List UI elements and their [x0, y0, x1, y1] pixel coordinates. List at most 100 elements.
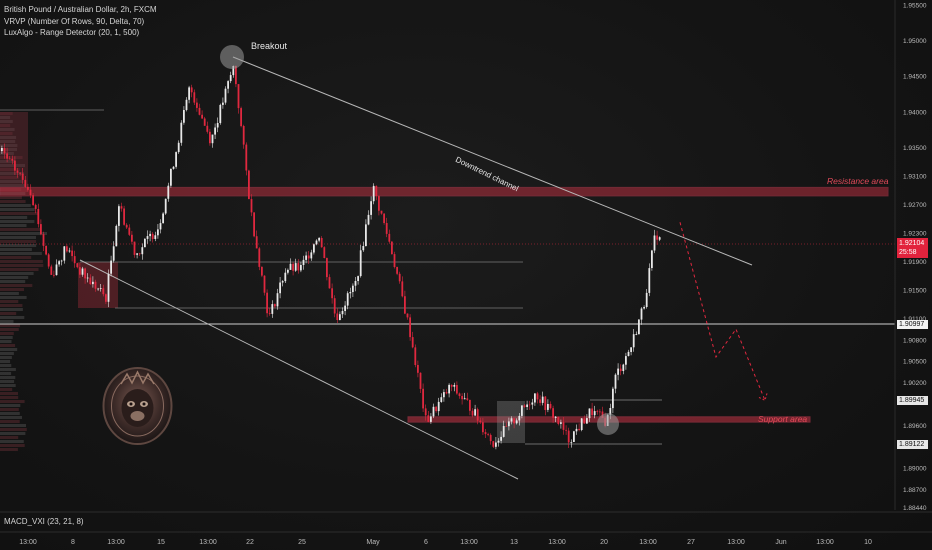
resistance-zone: [0, 186, 889, 197]
candle-body: [37, 209, 40, 225]
candle-body: [614, 374, 617, 389]
volume-profile-bar: [0, 380, 15, 383]
candle-body: [159, 223, 162, 230]
candle-body: [242, 126, 245, 145]
candle-body: [76, 263, 79, 268]
candle-body: [385, 223, 388, 234]
candle-body: [190, 87, 193, 93]
candle-body: [281, 281, 284, 283]
candle-body: [645, 292, 648, 307]
time-axis-tick: 27: [687, 539, 695, 546]
candle-body: [326, 258, 328, 278]
candle-body: [318, 238, 320, 241]
candle-body: [297, 263, 300, 271]
candle-body: [339, 314, 341, 320]
candle-body: [214, 127, 216, 135]
volume-profile-bar: [0, 236, 36, 239]
volume-profile-bar: [0, 336, 13, 339]
candle-body: [632, 334, 635, 348]
price-axis-tick: 1.88440: [903, 505, 927, 512]
candle-body: [271, 304, 274, 314]
candle-body: [177, 142, 180, 153]
candle-body: [544, 396, 547, 410]
candle-body: [206, 125, 209, 132]
candle-body: [313, 244, 315, 253]
price-axis-tick: 1.94000: [903, 109, 927, 116]
candle-body: [432, 406, 435, 417]
candle-body: [287, 269, 289, 273]
volume-profile-bar: [0, 340, 12, 343]
candle-body: [211, 134, 214, 144]
volume-profile-bar: [0, 256, 32, 259]
candle-body: [224, 88, 227, 103]
volume-profile-bar: [0, 180, 24, 183]
volume-profile-bar: [0, 388, 13, 391]
candle-body: [567, 430, 570, 443]
volume-profile-bar: [0, 400, 25, 403]
candle-body: [198, 107, 201, 115]
indicator-luxalgo-label[interactable]: LuxAlgo - Range Detector (20, 1, 500): [4, 28, 140, 37]
channel-lower-line: [79, 259, 519, 480]
price-axis-tick: 1.91500: [903, 288, 927, 295]
candle-body: [406, 313, 409, 318]
volume-profile-bar: [0, 276, 29, 279]
candle-body: [591, 408, 593, 416]
candle-body: [331, 288, 333, 299]
candle-body: [11, 158, 14, 161]
candle-body: [305, 255, 307, 260]
candle-body: [625, 356, 627, 365]
candle-body: [575, 428, 578, 432]
candle-body: [593, 411, 596, 416]
candle-body: [497, 440, 500, 443]
candle-body: [482, 422, 484, 433]
candle-body: [508, 421, 510, 427]
volume-profile-bar: [0, 296, 27, 299]
candle-body: [372, 185, 375, 202]
volume-profile-bar: [0, 224, 27, 227]
candle-body: [34, 204, 37, 209]
volume-profile-bar: [0, 164, 25, 167]
indicator-vrvp-label[interactable]: VRVP (Number Of Rows, 90, Delta, 70): [4, 16, 145, 26]
volume-profile-bar: [0, 212, 39, 215]
candle-body: [479, 420, 482, 423]
volume-profile-bar: [0, 140, 16, 143]
volume-profile-bar: [0, 240, 37, 243]
candle-body: [73, 256, 76, 264]
candle-body: [437, 401, 440, 412]
volume-profile-bar: [0, 288, 24, 291]
candle-body: [612, 388, 614, 409]
candle-body: [422, 388, 424, 409]
candle-body: [118, 206, 120, 226]
candle-body: [359, 250, 362, 277]
time-axis-tick: 10: [864, 539, 872, 546]
candle-body: [505, 426, 508, 427]
candle-body: [94, 281, 97, 289]
candle-body: [172, 166, 175, 169]
candle-body: [245, 144, 248, 171]
symbol-title[interactable]: British Pound / Australian Dollar, 2h, F…: [4, 5, 157, 14]
volume-profile-bar: [0, 184, 26, 187]
candle-body: [8, 158, 11, 160]
volume-profile-bar: [0, 372, 12, 375]
candle-body: [201, 114, 203, 119]
candle-body: [289, 263, 292, 270]
volume-profile-bar: [0, 440, 24, 443]
candle-body: [50, 266, 53, 275]
candle-body: [227, 81, 229, 89]
candle-body: [404, 296, 406, 314]
candle-body: [32, 195, 34, 205]
macd-pane-label[interactable]: MACD_VXI (23, 21, 8): [4, 517, 84, 526]
volume-profile-bar: [0, 304, 23, 307]
price-axis-tick: 1.93100: [903, 174, 927, 181]
candle-body: [131, 234, 133, 242]
volume-profile-bar: [0, 412, 20, 415]
candle-body: [560, 422, 562, 424]
time-axis-tick: 8: [71, 539, 75, 546]
volume-profile-bar: [0, 424, 26, 427]
candle-body: [640, 308, 643, 320]
volume-profile-bar: [0, 232, 47, 235]
candle-body: [510, 418, 513, 422]
candle-body: [393, 254, 396, 267]
